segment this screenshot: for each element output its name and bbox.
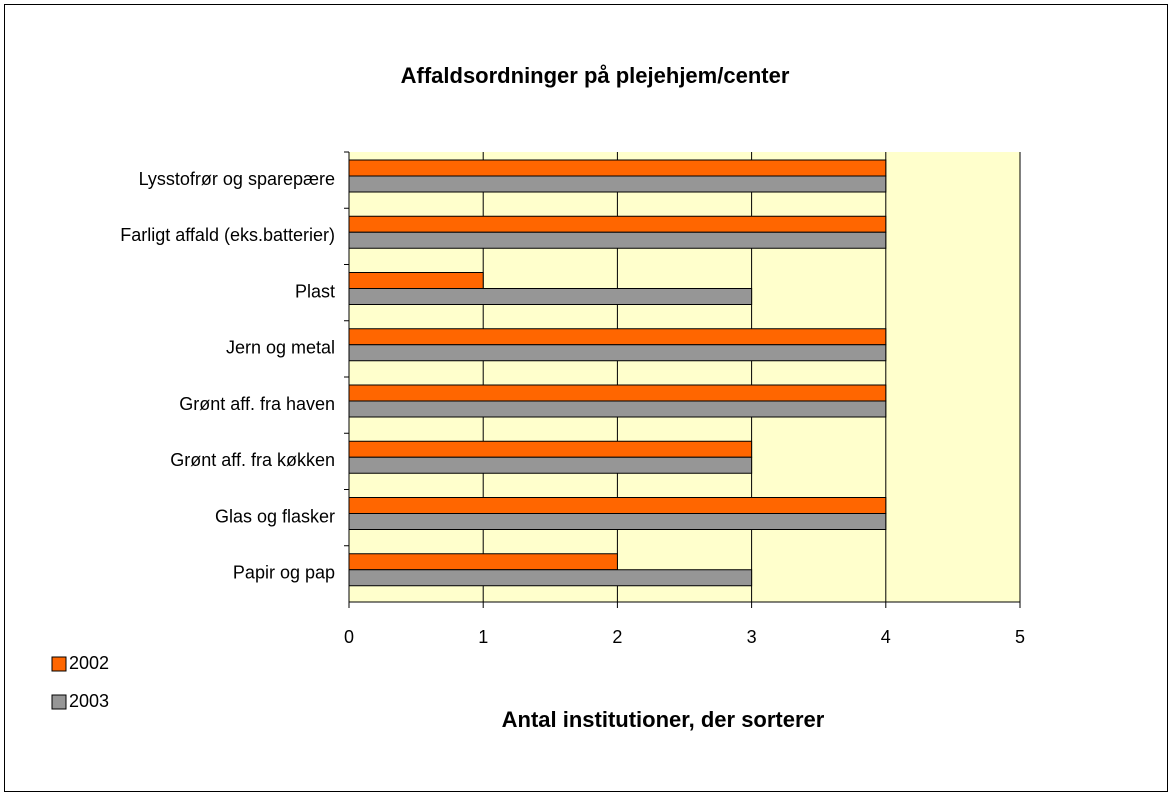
y-tick-label: Grønt aff. fra køkken	[170, 450, 335, 470]
x-tick-label: 0	[344, 627, 354, 647]
bar	[348, 440, 753, 458]
x-tick-label: 5	[1015, 627, 1025, 647]
bar	[348, 159, 887, 177]
legend-swatch	[51, 656, 67, 672]
bar	[348, 175, 887, 193]
y-tick-label: Plast	[295, 281, 335, 301]
bar	[348, 400, 887, 418]
y-tick-label: Jern og metal	[226, 338, 335, 358]
bar	[348, 344, 887, 362]
x-tick-label: 1	[478, 627, 488, 647]
x-tick-label: 4	[881, 627, 891, 647]
y-tick-label: Farligt affald (eks.batterier)	[120, 225, 335, 245]
chart-title: Affaldsordninger på plejehjem/center	[401, 63, 790, 88]
legend-label: 2002	[69, 653, 109, 673]
bar	[348, 497, 887, 514]
y-tick-label: Grønt aff. fra haven	[179, 394, 335, 414]
x-axis-title: Antal institutioner, der sorterer	[502, 707, 825, 732]
y-tick-label: Glas og flasker	[215, 506, 335, 526]
bar	[348, 553, 618, 571]
bar	[348, 569, 753, 587]
y-tick-label: Papir og pap	[233, 563, 335, 583]
legend-label: 2003	[69, 691, 109, 711]
bar	[348, 288, 753, 305]
x-tick-label: 2	[612, 627, 622, 647]
bar	[348, 456, 753, 474]
y-tick-label: Lysstofrør og sparepære	[139, 169, 335, 189]
bar	[348, 272, 484, 289]
bar	[348, 513, 887, 530]
legend-swatch	[51, 694, 67, 710]
bar	[348, 384, 887, 402]
bar	[348, 328, 887, 346]
x-tick-label: 3	[747, 627, 757, 647]
bar	[348, 215, 887, 233]
bar	[348, 231, 887, 249]
